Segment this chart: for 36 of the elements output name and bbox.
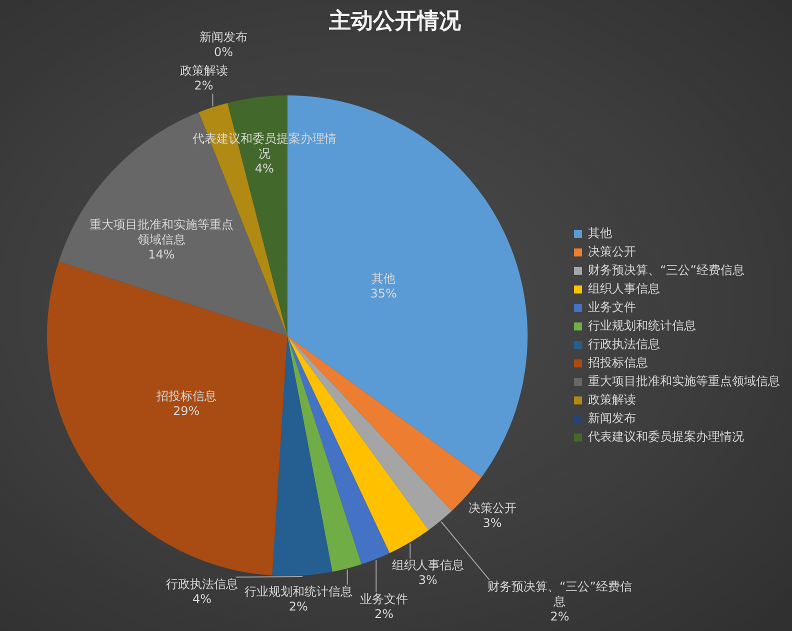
legend-label: 其他 [588,226,612,240]
chart-title: 主动公开情况 [328,8,462,34]
slice-label: 招投标信息 [155,388,216,403]
legend-label: 重大项目批准和实施等重点领域信息 [588,374,780,388]
slice-label: 行政执法信息 [166,576,238,591]
legend-label: 组织人事信息 [588,282,660,296]
slice-label: 业务文件 [360,592,408,606]
legend-label: 财务预决算、“三公”经费信息 [588,263,744,278]
legend-label: 行政执法信息 [588,337,660,352]
data-label: 4% [254,162,274,176]
category-label: 新闻发布 [199,30,248,44]
slice-label: 财务预决算、“三公”经费信息 [488,580,632,609]
slice-label: 其他 [372,271,396,286]
data-label: 29% [173,404,200,418]
data-label: 14% [148,247,175,262]
legend-label: 新闻发布 [588,411,636,426]
slice-label: 行业规划和统计信息 [244,584,352,598]
slice-label: 重大项目批准和实施等重点领域信息 [89,217,234,246]
legend-label: 业务文件 [588,300,636,314]
data-label: 2% [194,78,214,92]
slice-label: 政策解读 [180,63,228,78]
slice-label: 决策公开 [468,501,516,516]
data-label: 3% [482,516,502,530]
legend-label: 代表建议和委员提案办理情况 [587,430,744,444]
legend-label: 决策公开 [588,244,636,259]
data-label: 2% [374,606,394,621]
data-label: 2% [288,599,308,614]
data-label: 35% [370,286,397,300]
text: 0% [214,44,233,59]
slice-label: 组织人事信息 [392,558,464,572]
data-label: 2% [550,610,570,624]
legend-label: 招投标信息 [587,356,648,370]
data-label: 3% [418,573,438,588]
legend-label: 政策解读 [588,392,636,407]
data-label: 4% [192,592,212,606]
legend-label: 行业规划和统计信息 [588,318,696,333]
